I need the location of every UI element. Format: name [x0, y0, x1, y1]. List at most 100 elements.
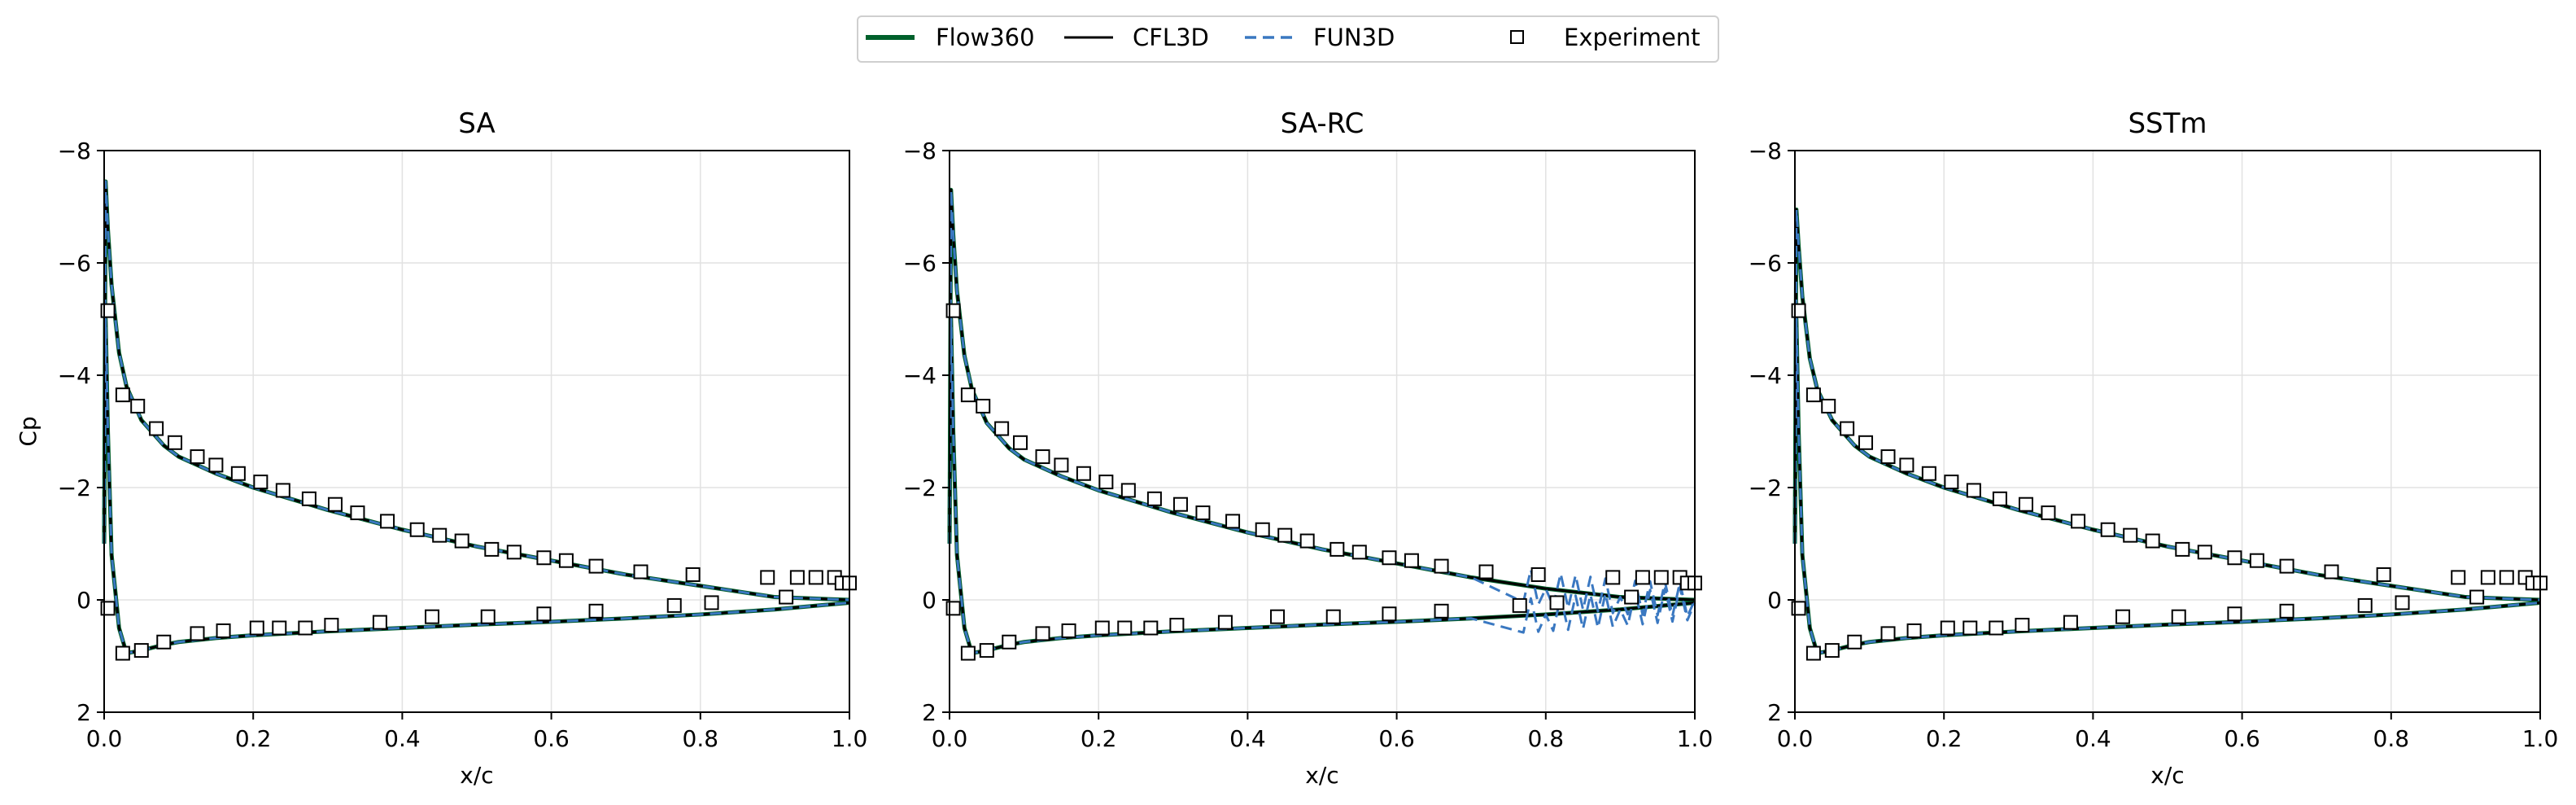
- experiment-point: [1120, 483, 1136, 498]
- experiment-point: [2395, 595, 2410, 610]
- experiment-point: [2279, 558, 2294, 574]
- experiment-point: [149, 421, 164, 436]
- experiment-point: [275, 483, 290, 498]
- series-line-fun3d-lower: [103, 317, 850, 655]
- x-tick-label: 0.0: [932, 725, 968, 752]
- experiment-point: [190, 449, 205, 465]
- experiment-point: [208, 457, 224, 473]
- y-axis-label: Cp: [15, 416, 41, 446]
- panel-curves: [947, 187, 1696, 656]
- experiment-point: [1899, 457, 1915, 473]
- experiment-point: [960, 387, 976, 403]
- y-tick-label: 2: [1767, 699, 1782, 726]
- experiment-point: [2324, 564, 2339, 580]
- experiment-point: [808, 570, 823, 585]
- y-tick-label: −6: [903, 250, 937, 277]
- experiment-point: [1791, 601, 1806, 616]
- series-line-fun3d-lower: [948, 317, 1696, 655]
- experiment-point: [2376, 567, 2391, 582]
- legend-frame: [857, 15, 1719, 63]
- panel-ticks: 0.0 0.2 0.4 0.6 0.8 1.0 −8 −6 −4 −2 0 2: [1749, 138, 2559, 752]
- experiment-point: [372, 615, 387, 630]
- experiment-point: [249, 620, 264, 636]
- experiment-point: [100, 303, 116, 318]
- experiment-point: [1225, 514, 1241, 529]
- panel-ticks: 0.0 0.2 0.4 0.6 0.8 1.0 −8 −6 −4 −2 0 2: [58, 138, 868, 752]
- experiment-point: [1076, 466, 1091, 481]
- experiment-point: [1921, 466, 1936, 481]
- x-tick-label: 1.0: [2522, 725, 2559, 752]
- experiment-point: [1094, 620, 1110, 636]
- experiment-point: [506, 545, 522, 560]
- experiment-point: [2018, 497, 2033, 512]
- experiment-point: [1791, 303, 1806, 318]
- experiment-point: [1989, 620, 2004, 636]
- experiment-point: [484, 541, 500, 557]
- x-axis-label: x/c: [460, 762, 493, 789]
- experiment-point: [1098, 475, 1114, 490]
- experiment-point: [1549, 595, 1565, 610]
- experiment-point: [1325, 609, 1341, 624]
- legend-label-fun3d: FUN3D: [1313, 24, 1395, 51]
- y-tick-label: −8: [1749, 138, 1782, 164]
- x-tick-label: 0.6: [2224, 725, 2260, 752]
- experiment-point: [1255, 522, 1270, 537]
- axes-frame: [949, 150, 1696, 713]
- experiment-point: [2480, 570, 2495, 585]
- experiment-point: [1002, 634, 1017, 650]
- x-tick-label: 0.0: [86, 725, 123, 752]
- y-tick-label: −6: [1749, 250, 1782, 277]
- experiment-point: [1035, 626, 1050, 641]
- experiment-point: [190, 626, 205, 641]
- experiment-point: [1824, 643, 1840, 658]
- experiment-point: [2197, 545, 2212, 560]
- experiment-point: [480, 609, 496, 624]
- experiment-point: [425, 609, 440, 624]
- experiment-point: [327, 497, 343, 512]
- y-tick-label: 2: [76, 699, 91, 726]
- experiment-point: [789, 570, 805, 585]
- panel-experiment-markers: [100, 303, 857, 661]
- experiment-point: [1117, 620, 1133, 636]
- chart-panel-sa: 0.0 0.2 0.4 0.6 0.8 1.0 −8 −6 −4 −2 0 2 SA x/c Cp: [15, 107, 867, 789]
- experiment-point: [1880, 449, 1896, 465]
- y-tick-label: 2: [922, 699, 937, 726]
- experiment-point: [2115, 609, 2131, 624]
- experiment-point: [1143, 620, 1159, 636]
- legend-label-experiment: Experiment: [1564, 24, 1701, 51]
- experiment-point: [1061, 623, 1076, 638]
- experiment-point: [979, 643, 994, 658]
- experiment-point: [1013, 435, 1028, 450]
- panel-ticks: 0.0 0.2 0.4 0.6 0.8 1.0 −8 −6 −4 −2 0 2: [903, 138, 1714, 752]
- experiment-point: [1277, 527, 1293, 543]
- x-tick-label: 0.8: [2373, 725, 2410, 752]
- experiment-point: [409, 522, 425, 537]
- experiment-point: [432, 527, 448, 543]
- experiment-point: [779, 589, 794, 605]
- experiment-point: [1351, 545, 1367, 560]
- x-tick-label: 0.4: [384, 725, 421, 752]
- experiment-point: [454, 533, 469, 549]
- x-tick-label: 0.0: [1777, 725, 1814, 752]
- experiment-point: [1821, 398, 1836, 413]
- experiment-point: [1329, 541, 1345, 557]
- x-axis-label: x/c: [1305, 762, 1338, 789]
- experiment-point: [1840, 421, 1855, 436]
- experiment-point: [2175, 541, 2190, 557]
- experiment-point: [133, 643, 149, 658]
- experiment-point: [2469, 589, 2485, 605]
- panel-experiment-markers: [945, 303, 1702, 661]
- experiment-point: [633, 564, 648, 580]
- experiment-point: [1605, 570, 1621, 585]
- y-tick-label: −8: [58, 138, 91, 164]
- experiment-point: [1169, 618, 1185, 633]
- experiment-point: [115, 645, 130, 661]
- experiment-point: [1054, 457, 1069, 473]
- legend: Flow360 CFL3D FUN3D Experiment: [857, 15, 1719, 63]
- experiment-point: [1624, 589, 1639, 605]
- experiment-point: [1434, 603, 1449, 619]
- experiment-point: [230, 466, 246, 481]
- y-tick-label: −6: [58, 250, 91, 277]
- experiment-point: [1944, 475, 1959, 490]
- experiment-point: [704, 595, 719, 610]
